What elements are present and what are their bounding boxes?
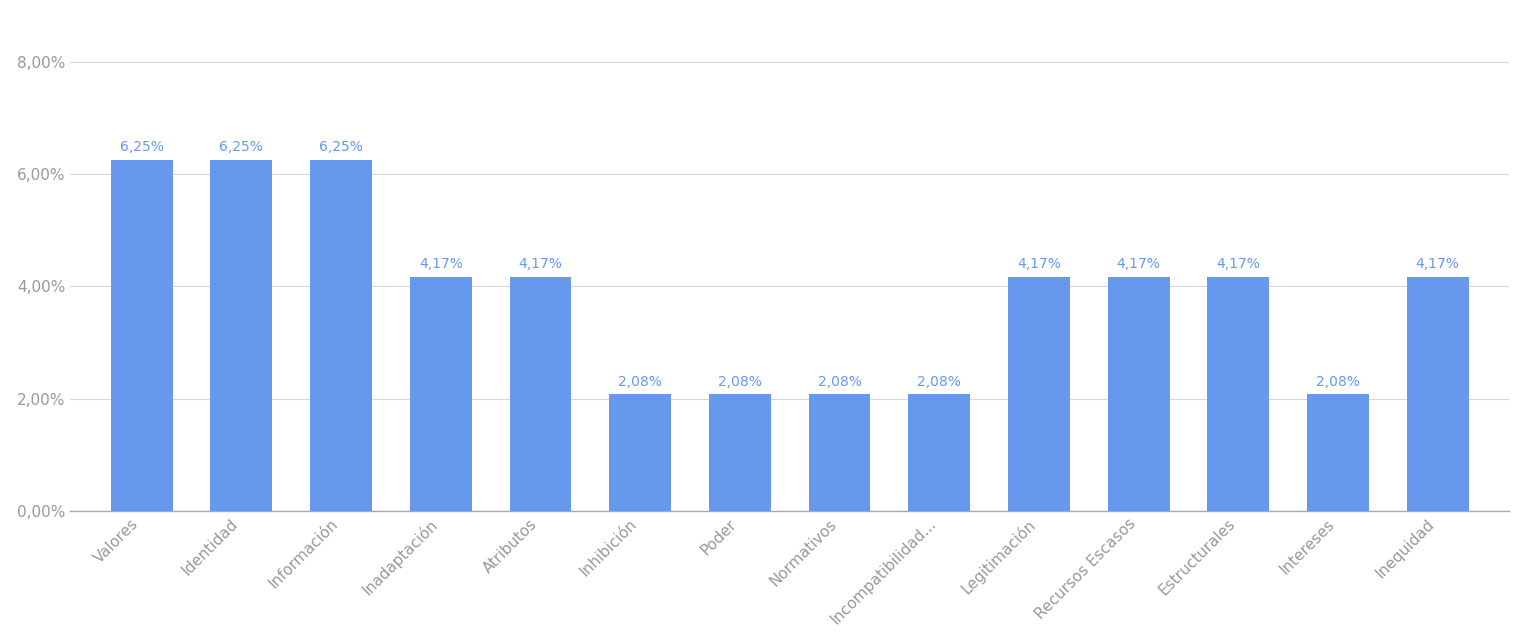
Text: 6,25%: 6,25% bbox=[220, 140, 264, 155]
Bar bbox=[510, 277, 571, 511]
Text: 4,17%: 4,17% bbox=[1216, 258, 1260, 271]
Bar bbox=[1108, 277, 1169, 511]
Text: 6,25%: 6,25% bbox=[119, 140, 163, 155]
Text: 2,08%: 2,08% bbox=[618, 375, 662, 389]
Bar bbox=[1308, 394, 1369, 511]
Bar bbox=[1407, 277, 1468, 511]
Bar bbox=[410, 277, 472, 511]
Bar bbox=[1009, 277, 1070, 511]
Bar bbox=[809, 394, 870, 511]
Text: 6,25%: 6,25% bbox=[319, 140, 363, 155]
Bar bbox=[211, 160, 272, 511]
Text: 4,17%: 4,17% bbox=[1016, 258, 1061, 271]
Text: 4,17%: 4,17% bbox=[418, 258, 462, 271]
Bar bbox=[111, 160, 172, 511]
Text: 4,17%: 4,17% bbox=[1117, 258, 1161, 271]
Text: 2,08%: 2,08% bbox=[917, 375, 961, 389]
Bar bbox=[1207, 277, 1270, 511]
Text: 2,08%: 2,08% bbox=[818, 375, 862, 389]
Bar bbox=[908, 394, 971, 511]
Text: 2,08%: 2,08% bbox=[717, 375, 761, 389]
Text: 2,08%: 2,08% bbox=[1315, 375, 1360, 389]
Bar bbox=[710, 394, 771, 511]
Text: 4,17%: 4,17% bbox=[1416, 258, 1460, 271]
Text: 4,17%: 4,17% bbox=[519, 258, 563, 271]
Bar bbox=[609, 394, 671, 511]
Bar bbox=[310, 160, 372, 511]
